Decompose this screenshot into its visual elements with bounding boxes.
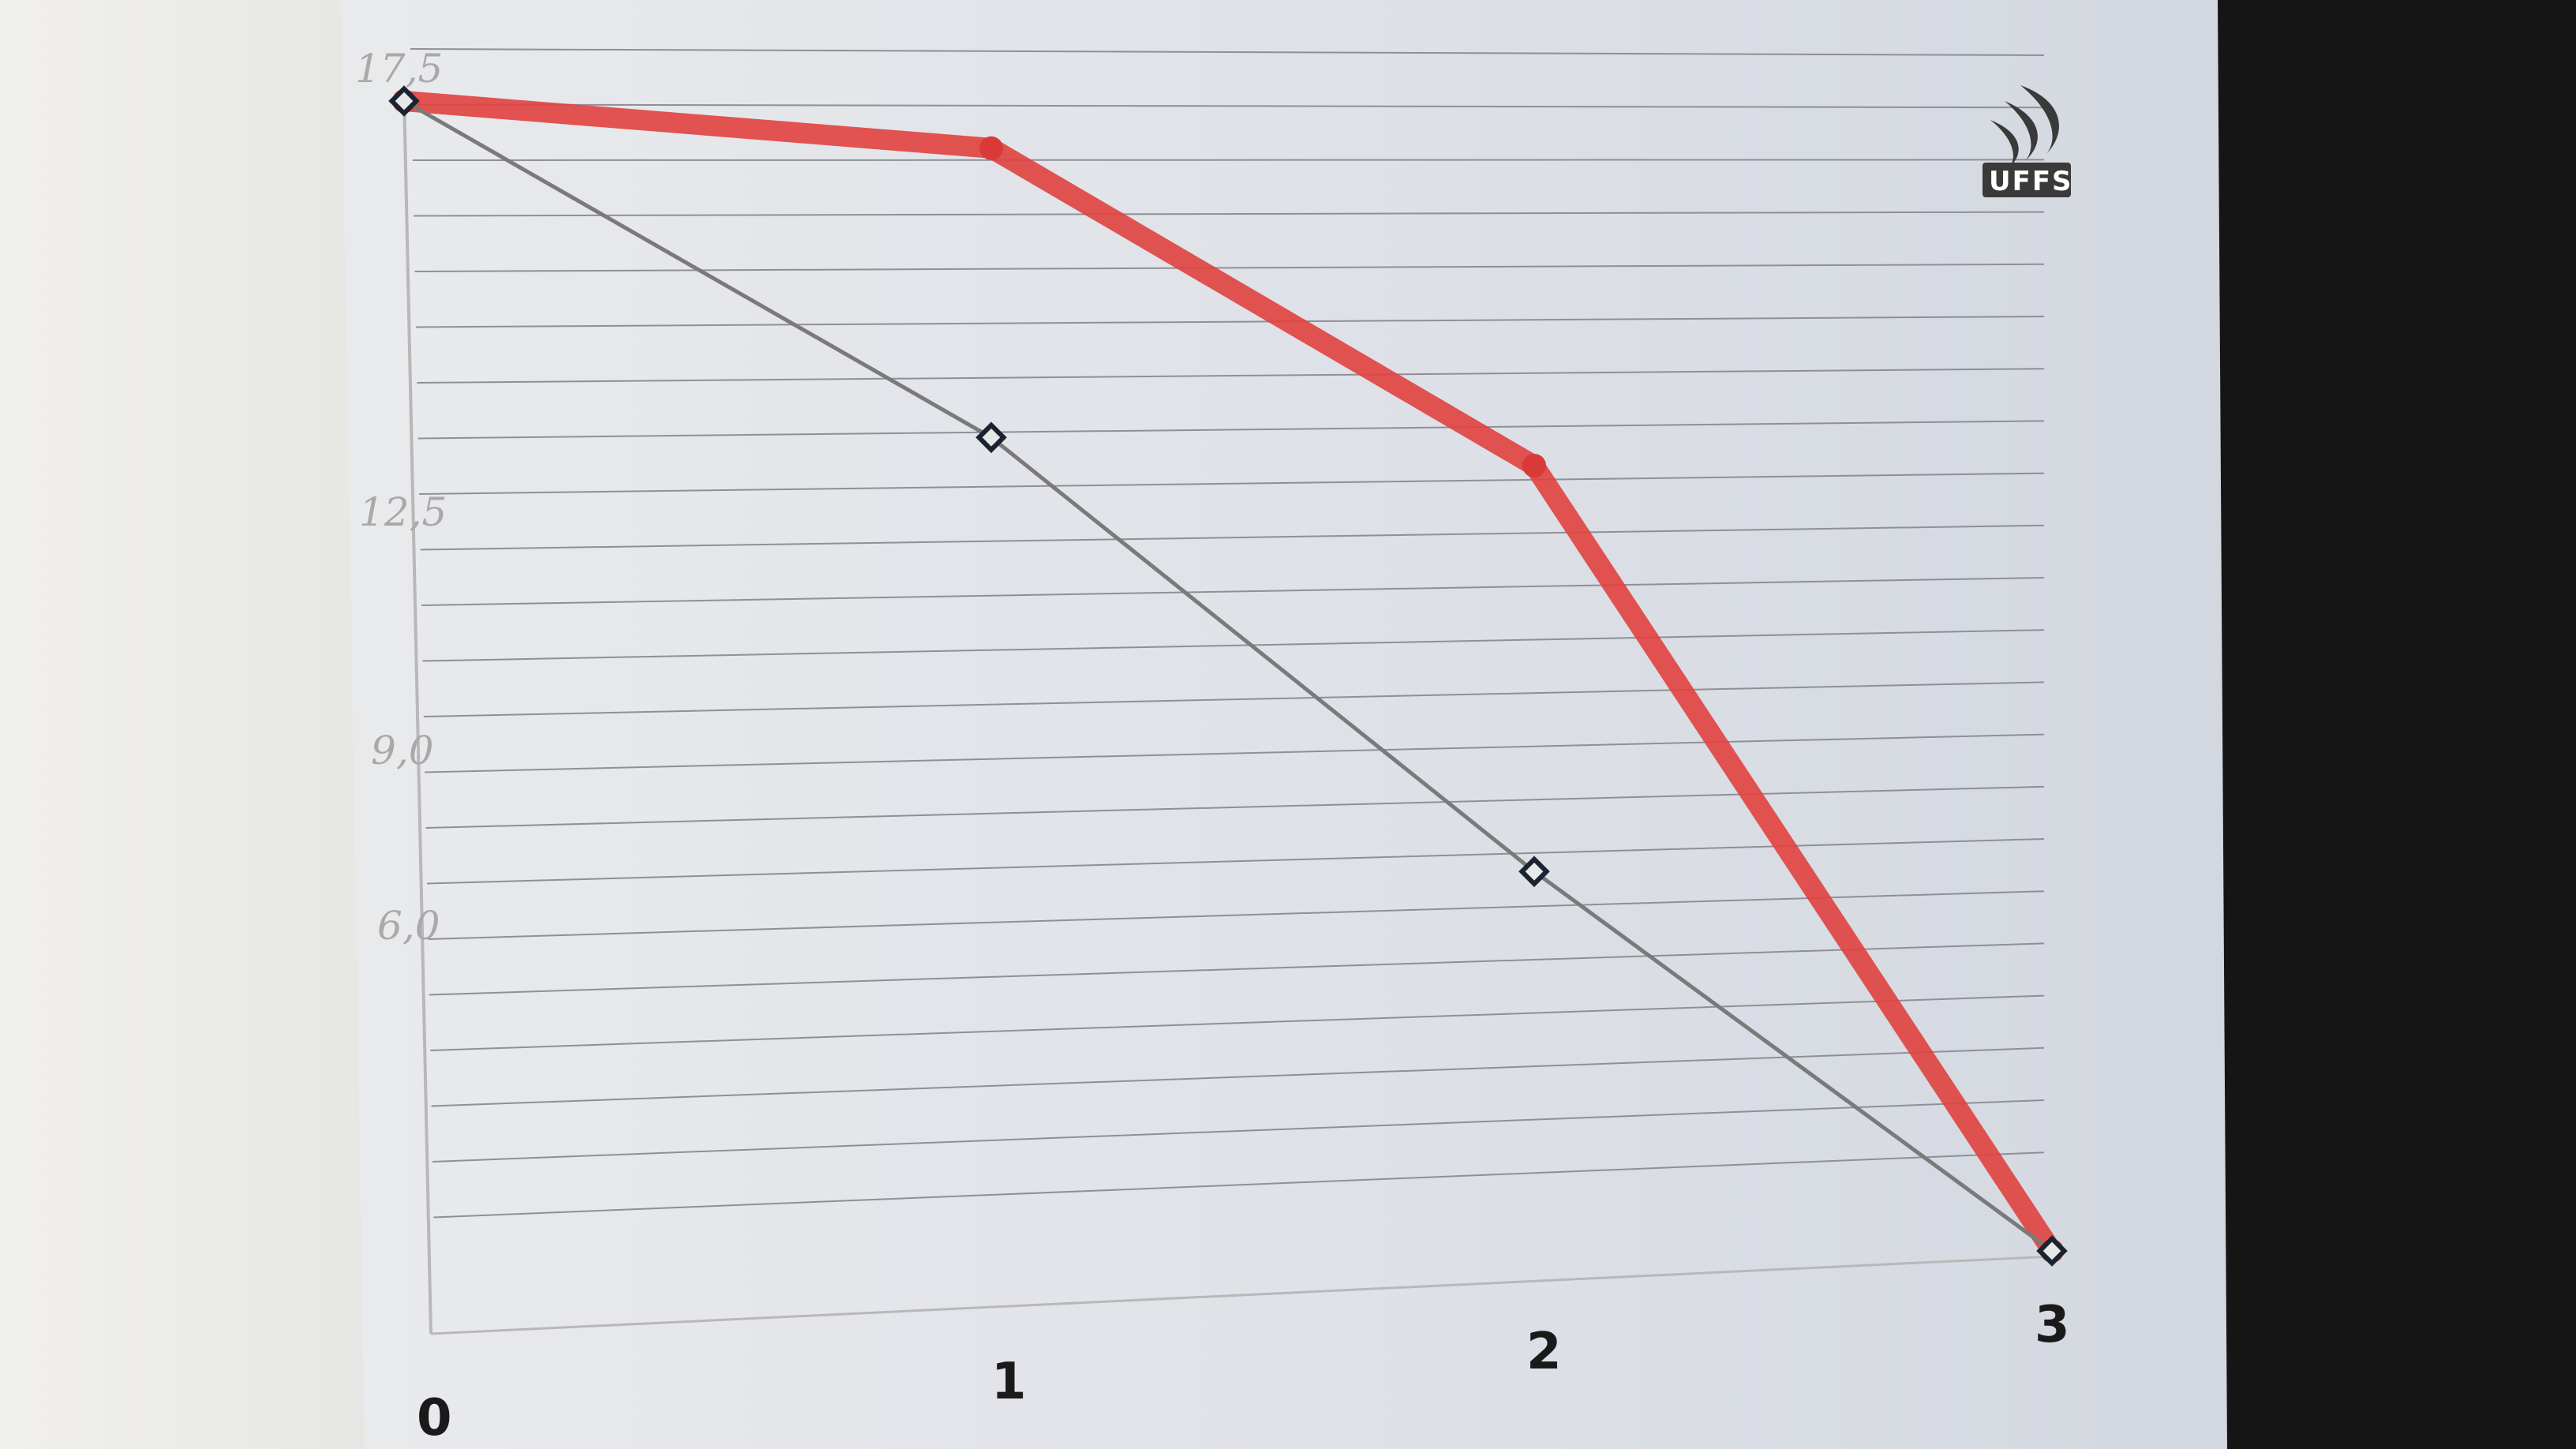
series-layer xyxy=(388,85,2068,1267)
series-1-point-2 xyxy=(1518,856,1550,888)
series-line-0 xyxy=(394,91,2062,1261)
grid-line xyxy=(425,785,2045,829)
grid-line xyxy=(431,1046,2045,1107)
grid-line xyxy=(412,159,2045,161)
grid-line xyxy=(411,103,2045,109)
y-tick-label-3: 6,0 xyxy=(377,903,440,949)
x-tick-label-0: 0 xyxy=(417,1389,452,1447)
x-axis xyxy=(430,1255,2053,1335)
grid-line xyxy=(417,368,2045,384)
grid-line xyxy=(410,48,2045,56)
grid-line xyxy=(425,733,2045,773)
y-tick-label-2: 9,0 xyxy=(371,728,434,773)
flame-icon xyxy=(1990,85,2059,167)
paper-sheet xyxy=(341,0,2227,1449)
logo-text: UFFS xyxy=(1989,166,2073,197)
series-1-point-1 xyxy=(975,421,1007,454)
grid-line xyxy=(423,681,2045,717)
grid-line xyxy=(414,211,2045,217)
grid-line xyxy=(420,524,2045,551)
y-tick-labels: 17,5 12,5 9,0 6,0 xyxy=(355,46,447,949)
grid-line xyxy=(419,472,2045,495)
x-tick-label-1: 1 xyxy=(991,1353,1027,1411)
grid-line xyxy=(415,316,2045,328)
dark-background xyxy=(2210,0,2576,1449)
y-axis xyxy=(402,94,432,1335)
y-tick-label-0: 17,5 xyxy=(355,46,443,92)
grid-line xyxy=(432,1099,2045,1163)
series-line-1 xyxy=(402,99,2054,1253)
series-0-point-2 xyxy=(1522,454,1546,477)
uffs-logo: UFFS xyxy=(1983,85,2073,197)
grid-line xyxy=(433,1151,2045,1219)
table-surface xyxy=(0,0,379,1449)
series-1-point-3 xyxy=(2036,1235,2068,1267)
y-tick-label-1: 12,5 xyxy=(359,489,447,535)
grid-line xyxy=(417,420,2045,440)
series-1-point-0 xyxy=(388,85,420,117)
x-tick-labels: 0 1 2 3 xyxy=(417,1296,2070,1447)
series-0-point-1 xyxy=(979,136,1003,160)
logo-plate xyxy=(1983,163,2071,197)
grid-line xyxy=(430,994,2045,1051)
grid-line xyxy=(414,263,2045,272)
grid-line xyxy=(422,629,2045,662)
grid-line xyxy=(428,890,2045,940)
grid-line xyxy=(429,942,2045,996)
grid-line xyxy=(421,577,2045,606)
x-tick-label-2: 2 xyxy=(1526,1323,1562,1381)
x-tick-label-3: 3 xyxy=(2035,1296,2070,1354)
grid-lines xyxy=(410,48,2045,1219)
